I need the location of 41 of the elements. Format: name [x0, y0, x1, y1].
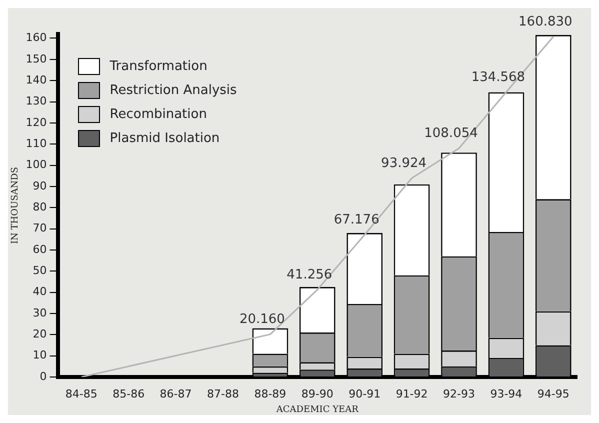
y-tick-label: 80	[32, 200, 47, 214]
y-tick-label: 100	[26, 158, 47, 172]
y-tick-label: 60	[32, 242, 47, 256]
x-tick-label: 93-94	[490, 387, 522, 400]
y-tick-label: 40	[32, 285, 47, 298]
y-tick-label: 30	[32, 306, 47, 320]
legend-label: Recombination	[110, 106, 207, 122]
y-tick-label: 110	[26, 136, 47, 150]
data-label: 93.924	[381, 156, 427, 172]
y-tick-label: 20	[32, 328, 47, 341]
y-tick-label: 0	[40, 370, 47, 383]
x-tick-label: 85-86	[112, 387, 145, 400]
x-tick-label: 86-87	[160, 387, 192, 400]
data-label: 134.568	[471, 70, 526, 85]
x-tick-label: 88-89	[254, 387, 286, 400]
y-tick-label: 50	[32, 264, 47, 277]
legend-label: Plasmid Isolation	[110, 130, 220, 146]
x-tick-label: 91-92	[396, 387, 428, 400]
x-tick-label: 89-90	[301, 387, 334, 400]
y-tick-label: 120	[26, 116, 47, 129]
y-tick-label: 90	[32, 179, 47, 192]
x-tick-label: 90-91	[348, 387, 381, 400]
y-tick-label: 160	[26, 31, 47, 44]
x-tick-label: 94-95	[537, 387, 570, 400]
x-axis-title: ACADEMIC YEAR	[275, 404, 359, 415]
x-tick-label: 87-88	[207, 387, 239, 400]
y-axis-title: IN THOUSANDS	[10, 166, 21, 244]
y-tick-label: 10	[32, 348, 47, 362]
y-tick-label: 150	[26, 52, 47, 66]
y-tick-label: 130	[26, 94, 47, 108]
x-tick-label: 92-93	[443, 387, 475, 400]
y-tick-label: 70	[32, 222, 47, 235]
data-label: 20.160	[239, 312, 285, 328]
y-tick-label: 140	[26, 73, 47, 86]
data-label: 160.830	[518, 14, 572, 30]
legend-label: Transformation	[110, 58, 208, 74]
data-label: 41.256	[286, 268, 332, 283]
legend-label: Restriction Analysis	[110, 82, 237, 98]
data-label: 108.054	[424, 126, 478, 142]
data-label: 67.176	[334, 212, 380, 228]
x-tick-label: 84-85	[65, 387, 98, 400]
